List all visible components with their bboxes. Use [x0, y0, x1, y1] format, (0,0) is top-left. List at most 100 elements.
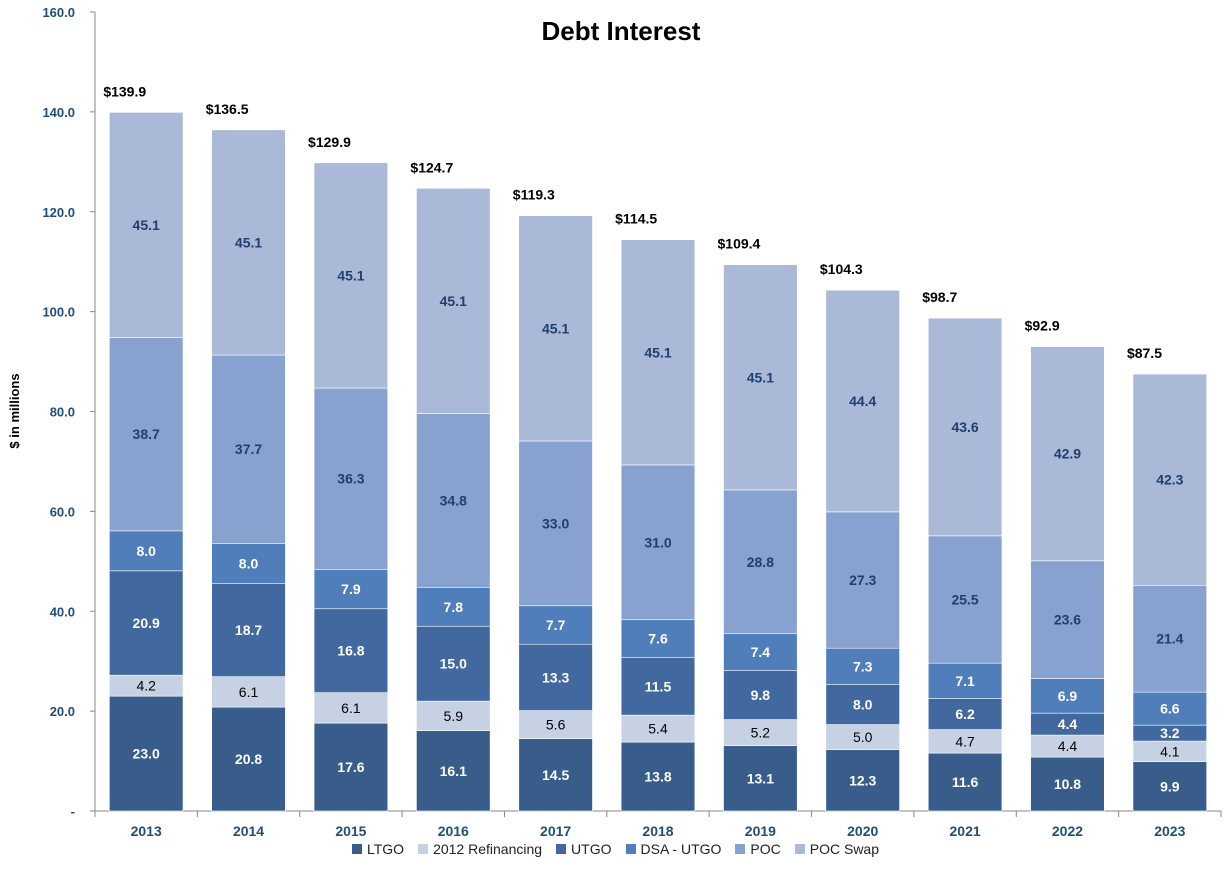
- data-label: 27.3: [849, 572, 876, 588]
- bar-segment-poc-swap: [723, 264, 798, 491]
- bar-segment-dsa-utgo: [723, 633, 798, 671]
- legend-swatch: [556, 844, 567, 854]
- bar-segment-poc-swap: [518, 215, 593, 442]
- bar-segment-2012-refinancing: [211, 676, 286, 708]
- bar-segment-utgo: [109, 570, 184, 676]
- data-label: 25.5: [951, 592, 978, 608]
- data-label: 36.3: [337, 471, 364, 487]
- y-tick-label: 80.0: [50, 405, 75, 420]
- x-tick-label: 2020: [847, 823, 878, 839]
- bar-segment-ltgo: [416, 730, 491, 812]
- data-label: 38.7: [133, 426, 160, 442]
- bar-stack-2016: 16.1 5.9 15.0 7.8 34.8 45.1: [416, 187, 491, 812]
- bar-segment-utgo: [723, 670, 798, 720]
- bar-segment-utgo: [313, 608, 389, 693]
- data-label: 20.8: [235, 751, 262, 767]
- x-tick-label: 2021: [950, 823, 981, 839]
- data-label: 8.0: [239, 555, 259, 571]
- total-label: $124.7: [410, 159, 453, 175]
- data-label: 45.1: [542, 320, 569, 336]
- bar-stack-2023: 9.9 4.1 3.2 6.6 21.4 42.3: [1132, 373, 1207, 812]
- bar-segment-poc: [211, 354, 286, 544]
- legend-label: POC: [750, 841, 781, 857]
- data-label: 42.9: [1054, 446, 1081, 462]
- data-label: 11.5: [645, 678, 672, 694]
- legend-item-dsa-utgo: DSA - UTGO: [625, 841, 722, 857]
- data-label: 4.4: [1058, 716, 1078, 732]
- bar-stack-2020: 12.3 5.0 8.0 7.3 27.3 44.4: [825, 289, 900, 812]
- data-label: 37.7: [235, 441, 262, 457]
- bar-segment-poc-swap: [1030, 346, 1105, 562]
- data-label: 23.0: [133, 746, 160, 762]
- x-tick-label: 2014: [233, 823, 264, 839]
- legend-label: DSA - UTGO: [640, 841, 722, 857]
- bar-segment-ltgo: [927, 752, 1003, 812]
- data-label: 45.1: [644, 344, 671, 360]
- bar-segment-poc: [927, 535, 1003, 664]
- x-tick-label: 2013: [131, 823, 162, 839]
- bar-stack-2019: 13.1 5.2 9.8 7.4 28.8 45.1: [723, 264, 798, 812]
- legend-item-ltgo: LTGO: [351, 841, 404, 857]
- data-label: 21.4: [1156, 631, 1183, 647]
- data-label: 11.6: [952, 774, 979, 790]
- total-label: $87.5: [1127, 345, 1162, 361]
- legend-item-poc: POC: [735, 841, 781, 857]
- bars: 23.0 4.2 20.9 8.0 38.7 45.1 20.8 6.1 18.7 8.0 37.7…: [109, 112, 1207, 812]
- bar-stack-2013: 23.0 4.2 20.9 8.0 38.7 45.1: [109, 112, 184, 812]
- bar-segment-poc-swap: [620, 239, 696, 466]
- data-label: 7.4: [751, 644, 771, 660]
- bar-segment-utgo: [518, 643, 593, 711]
- total-label: $119.3: [513, 187, 555, 203]
- data-label: 5.2: [751, 725, 771, 741]
- total-label: $139.9: [103, 83, 146, 99]
- bar-segment-dsa-utgo: [211, 543, 286, 584]
- bar-segment-poc-swap: [825, 289, 900, 513]
- y-tick-label: 20.0: [50, 704, 75, 719]
- data-label: 7.3: [853, 658, 873, 674]
- data-label: 4.1: [1160, 743, 1180, 759]
- total-label: $92.9: [1025, 318, 1060, 334]
- total-label: $129.9: [308, 134, 351, 150]
- data-label: 7.9: [341, 581, 361, 597]
- total-label: $104.3: [820, 261, 863, 277]
- data-label: 31.0: [644, 534, 671, 550]
- bar-stack-2015: 17.6 6.1 16.8 7.9 36.3 45.1: [313, 162, 389, 812]
- data-label: 7.8: [444, 599, 464, 615]
- bar-segment-ltgo: [723, 745, 798, 812]
- bar-segment-dsa-utgo: [518, 605, 593, 645]
- legend-label: UTGO: [571, 841, 612, 857]
- bar-segment-poc: [825, 511, 900, 649]
- legend-swatch: [625, 844, 636, 854]
- data-label: 18.7: [235, 622, 262, 638]
- bar-segment-utgo: [620, 657, 696, 716]
- bar-segment-2012-refinancing: [313, 692, 389, 724]
- bar-segment-utgo: [927, 698, 1003, 730]
- total-labels: $139.9 $136.5 $129.9 $124.7 $119.3 $114.5 $109…: [103, 83, 1162, 361]
- data-label: 6.1: [341, 700, 361, 716]
- bar-segment-ltgo: [109, 695, 184, 812]
- bar-segment-poc-swap: [416, 187, 491, 414]
- data-label: 13.1: [747, 770, 774, 786]
- bar-segment-utgo: [416, 625, 491, 702]
- bar-segment-poc: [620, 464, 696, 621]
- bar-segment-poc-swap: [211, 129, 286, 356]
- x-tick-label: 2022: [1052, 823, 1083, 839]
- bar-segment-dsa-utgo: [313, 569, 389, 610]
- data-label: 45.1: [235, 234, 262, 250]
- data-label: 45.1: [133, 217, 160, 233]
- bar-stack-2021: 11.6 4.7 6.2 7.1 25.5 43.6: [927, 317, 1003, 812]
- bar-segment-poc: [518, 440, 593, 607]
- bar-segment-dsa-utgo: [109, 530, 184, 572]
- data-label: 10.8: [1054, 776, 1081, 792]
- x-axis: 2013 2014 2015 2016 2017 2018 2019 2020 2021 2022…: [94, 810, 1222, 839]
- legend-swatch: [418, 844, 429, 854]
- data-label: 43.6: [951, 419, 978, 435]
- y-tick-label: 160.0: [42, 5, 75, 20]
- data-label: 5.4: [648, 721, 668, 737]
- bar-segment-ltgo: [825, 749, 900, 812]
- bar-segment-dsa-utgo: [416, 586, 491, 627]
- data-label: 42.3: [1156, 472, 1183, 488]
- legend: LTGO 2012 Refinancing UTGO DSA - UTGO POC POC…: [0, 838, 1231, 860]
- bar-segment-ltgo: [518, 738, 593, 812]
